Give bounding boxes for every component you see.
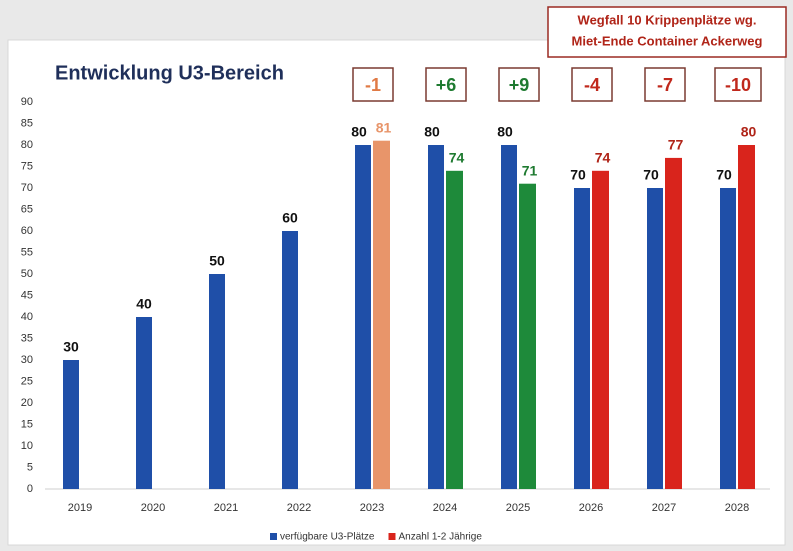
y-tick-label: 25 [21,375,33,387]
data-label: 80 [497,124,513,140]
y-tick-label: 40 [21,311,33,323]
y-tick-label: 65 [21,203,33,215]
x-tick-label: 2025 [506,502,530,514]
note-text: Wegfall 10 Krippenplätze wg. [578,12,757,27]
bar [647,188,663,489]
data-label: 74 [595,150,611,166]
bar [355,145,371,489]
x-tick-label: 2027 [652,502,676,514]
annotation-text: -10 [725,75,751,95]
y-tick-label: 85 [21,117,33,129]
data-label: 81 [376,119,392,135]
bar [738,145,755,489]
y-tick-label: 0 [27,483,33,495]
x-tick-label: 2021 [214,502,238,514]
chart-title: Entwicklung U3-Bereich [55,62,284,84]
bar [373,140,390,489]
y-tick-label: 80 [21,139,33,151]
bar [720,188,736,489]
bar [665,157,682,489]
y-tick-label: 75 [21,160,33,172]
bar [446,170,463,490]
legend-label: Anzahl 1-2 Jährige [399,532,483,543]
y-tick-label: 30 [21,354,33,366]
y-tick-label: 35 [21,332,33,344]
y-tick-label: 45 [21,289,33,301]
data-label: 77 [668,137,684,153]
bar [209,274,225,489]
y-tick-label: 20 [21,397,33,409]
y-tick-label: 15 [21,418,33,430]
x-tick-label: 2028 [725,502,749,514]
annotation-box [714,67,762,102]
x-tick-label: 2020 [141,502,165,514]
annotation-text: -4 [584,75,600,95]
data-label: 40 [136,296,152,312]
data-label: 74 [449,150,465,166]
data-label: 80 [424,124,440,140]
annotation-box [571,67,613,102]
bar [63,360,79,489]
annotation-text: +6 [436,75,457,95]
bar [428,145,444,489]
y-tick-label: 55 [21,246,33,258]
x-tick-label: 2024 [433,502,457,514]
annotation-text: -1 [365,75,381,95]
bar [519,183,536,489]
legend-swatch [388,533,396,540]
bar [574,188,590,489]
data-label: 60 [282,210,298,226]
note-text: Miet-Ende Container Ackerweg [572,33,763,48]
data-label: 30 [63,339,79,355]
y-tick-label: 60 [21,225,33,237]
x-tick-label: 2022 [287,502,311,514]
x-tick-label: 2023 [360,502,384,514]
annotation-text: -7 [657,75,673,95]
annotation-box [498,67,540,102]
y-tick-label: 70 [21,182,33,194]
annotation-box [644,67,686,102]
data-label: 80 [351,124,367,140]
data-label: 50 [209,253,225,269]
annotation-box [352,67,394,102]
bar [592,170,609,490]
y-tick-label: 10 [21,440,33,452]
x-tick-label: 2026 [579,502,603,514]
bar [501,145,517,489]
data-label: 70 [570,167,586,183]
y-tick-label: 90 [21,96,33,108]
y-tick-label: 50 [21,268,33,280]
bar [136,317,152,489]
data-label: 71 [522,162,538,178]
note-box [547,6,787,58]
annotation-text: +9 [509,75,530,95]
annotation-box [425,67,467,102]
data-label: 70 [643,167,659,183]
legend-label: verfügbare U3-Plätze [280,532,375,543]
x-tick-label: 2019 [68,502,92,514]
legend-swatch [270,533,277,540]
data-label: 80 [741,124,757,140]
y-tick-label: 5 [27,461,33,473]
data-label: 70 [716,167,732,183]
bar [282,231,298,489]
